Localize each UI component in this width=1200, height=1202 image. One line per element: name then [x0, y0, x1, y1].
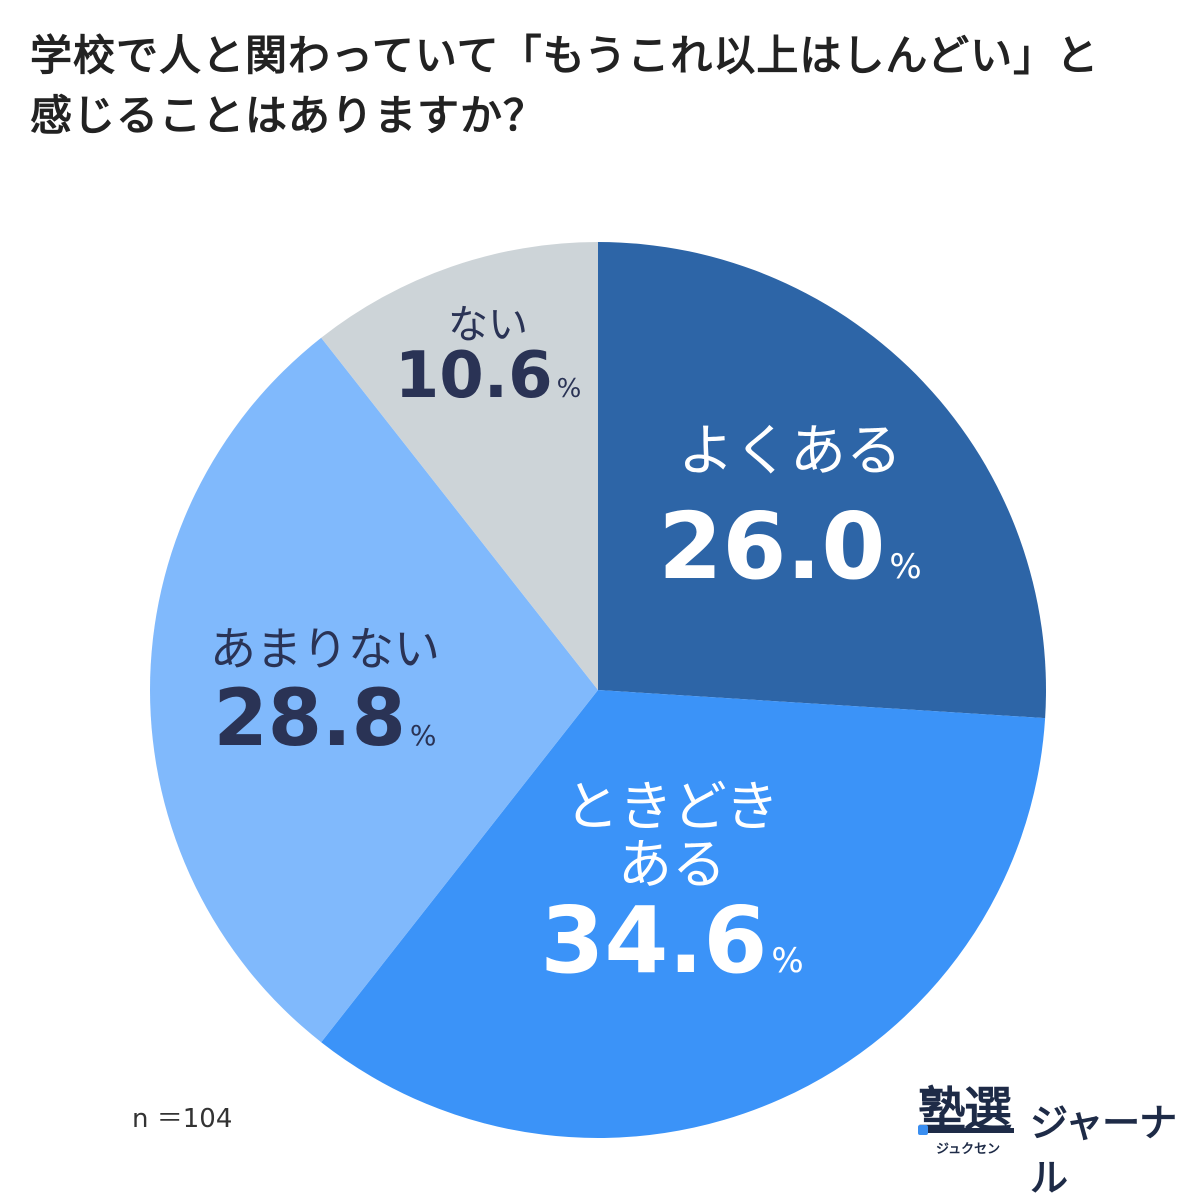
- logo-underline: [922, 1128, 1014, 1133]
- slice-label-0-0: よくある: [678, 419, 902, 484]
- slice-value-2: 28.8%: [213, 674, 436, 764]
- sample-size-label: n ＝104: [132, 1104, 233, 1134]
- slice-label-1-0: ときどき: [565, 775, 779, 838]
- chart-title: 学校で人と関わっていて「もうこれ以上はしんどい」と 感じることはありますか？: [30, 26, 1180, 146]
- pie-slice-2: [149, 337, 598, 1043]
- title-line-2: 感じることはありますか？: [30, 91, 547, 140]
- pie-slice-0: [598, 242, 1046, 719]
- slice-value-0: 26.0%: [658, 493, 921, 600]
- pie-slice-1: [321, 690, 1046, 1139]
- slice-label-1-1: ある: [618, 833, 726, 896]
- brand-logo: 塾選 ジュクセン ジャーナル: [918, 1070, 1188, 1200]
- pie-slice-3: [321, 242, 598, 690]
- logo-ruby-text: ジュクセン: [936, 1142, 1001, 1157]
- pencil-icon: [918, 1125, 928, 1135]
- slice-label-3-0: ない: [448, 302, 528, 348]
- logo-side-text: ジャーナル: [1030, 1101, 1177, 1200]
- title-line-1: 学校で人と関わっていて「もうこれ以上はしんどい」と: [30, 31, 1100, 80]
- slice-value-1: 34.6%: [540, 887, 803, 994]
- slice-value-3: 10.6%: [395, 339, 582, 413]
- slice-label-2-0: あまりない: [210, 622, 440, 676]
